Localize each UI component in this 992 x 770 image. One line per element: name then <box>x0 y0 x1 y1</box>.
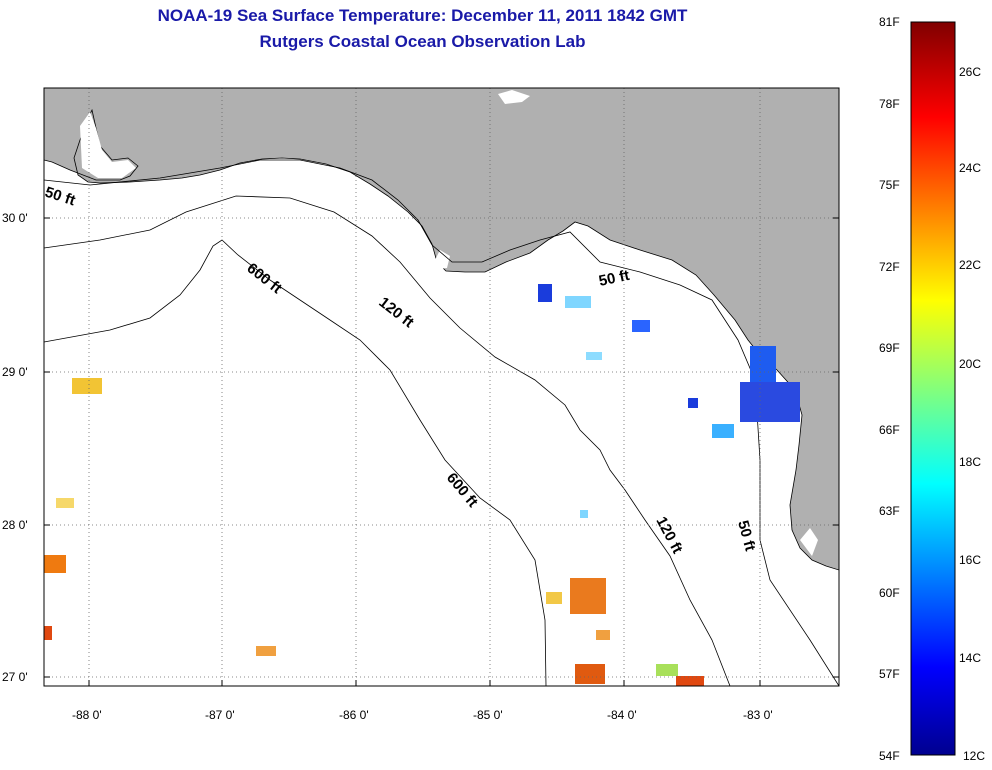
lat-tick-label: 28 0' <box>2 518 28 532</box>
sst-patch <box>632 320 650 332</box>
bay-apalachee <box>430 250 450 270</box>
lon-tick-label: -87 0' <box>205 708 235 722</box>
sst-patch <box>740 382 800 422</box>
sst-patches <box>44 284 800 686</box>
contour-50ft <box>44 159 839 686</box>
lat-tick-label: 29 0' <box>2 365 28 379</box>
lon-tick-label: -86 0' <box>339 708 369 722</box>
sst-patch <box>580 510 588 518</box>
sst-patch <box>586 352 602 360</box>
contour-120ft <box>44 195 731 686</box>
sst-patch <box>565 296 591 308</box>
colorbar-c-label: 18C <box>959 455 982 469</box>
colorbar-f-label: 72F <box>879 260 900 274</box>
plot-frame <box>43 87 840 687</box>
map-title: NOAA-19 Sea Surface Temperature: Decembe… <box>157 6 688 25</box>
colorbar-c-label: 26C <box>959 65 982 79</box>
colorbar-f-label: 63F <box>879 504 900 518</box>
sst-patch <box>44 555 66 573</box>
tick-marks <box>44 217 839 686</box>
sst-patch <box>575 664 605 684</box>
lon-tick-label: -88 0' <box>72 708 102 722</box>
sst-patch <box>676 676 704 686</box>
colorbar-c-label: 14C <box>959 651 982 665</box>
colorbar-c-label: 16C <box>959 553 982 567</box>
graticule <box>44 88 839 686</box>
sst-patch <box>570 578 606 614</box>
colorbar-f-label: 81F <box>879 15 900 29</box>
colorbar-f-label: 66F <box>879 423 900 437</box>
contour-600ft <box>44 239 547 686</box>
colorbar-c-label: 24C <box>959 161 982 175</box>
sst-patch <box>44 626 52 640</box>
sst-patch <box>656 664 678 676</box>
lon-tick-label: -85 0' <box>473 708 503 722</box>
colorbar-c-label: 12C <box>963 749 986 763</box>
bay-tampa <box>800 528 818 556</box>
sst-patch <box>256 646 276 656</box>
colorbar <box>910 21 956 756</box>
bay-mobile <box>80 112 136 178</box>
sst-patch <box>688 398 698 408</box>
sst-patch <box>56 498 74 508</box>
contour-label: 50 ft <box>597 267 631 290</box>
colorbar-f-label: 69F <box>879 341 900 355</box>
sst-patch <box>72 378 102 394</box>
inland-lake <box>498 90 530 104</box>
lon-tick-label: -84 0' <box>607 708 637 722</box>
lat-tick-label: 27 0' <box>2 670 28 684</box>
lat-tick-label: 30 0' <box>2 211 28 225</box>
sst-patch <box>712 424 734 438</box>
sst-patch <box>546 592 562 604</box>
colorbar-f-label: 60F <box>879 586 900 600</box>
colorbar-f-label: 75F <box>879 178 900 192</box>
sst-patch <box>596 630 610 640</box>
colorbar-f-label: 54F <box>879 749 900 763</box>
sst-patch <box>538 284 552 302</box>
colorbar-f-label: 57F <box>879 667 900 681</box>
colorbar-c-label: 20C <box>959 357 982 371</box>
lon-tick-label: -83 0' <box>743 708 773 722</box>
colorbar-c-label: 22C <box>959 258 982 272</box>
map-subtitle: Rutgers Coastal Ocean Observation Lab <box>259 32 586 51</box>
sst-patch <box>750 346 776 382</box>
colorbar-f-label: 78F <box>879 97 900 111</box>
